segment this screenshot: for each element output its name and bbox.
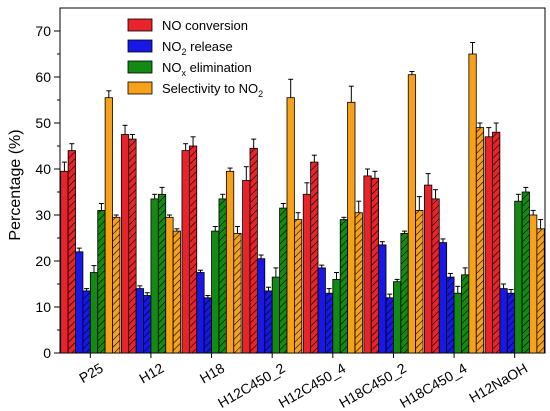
bar-hatch-overlay [68,150,76,353]
bar-0-solid [424,184,433,354]
bar-hatch-overlay [431,198,440,353]
bar-3-solid [529,214,538,354]
bar-2-solid [150,198,159,354]
bar-hatch-overlay [82,290,91,353]
bar-hatch-overlay [446,277,455,353]
bar-0-solid [120,134,130,354]
bar-2-solid [211,230,220,354]
legend-swatch [127,18,153,32]
legend-label: Selectivity to NO2 [162,81,263,99]
bar-1-solid [317,267,326,354]
x-tick-label: P25 [76,360,106,386]
bar-hatch-overlay [386,297,394,353]
x-tick-label: H18C450_4 [397,360,470,411]
y-tick-label: 0 [43,345,51,361]
bar-hatch-overlay [310,162,319,353]
bar-hatch-overlay [355,212,363,353]
x-tick-label: H18 [197,360,227,387]
y-tick-label: 60 [35,69,51,85]
bar-hatch-overlay [415,210,424,353]
bars-layer [60,42,545,354]
bar-0-solid [242,180,251,354]
plot-area [59,7,546,354]
bar-hatch-overlay [249,148,258,353]
bar-0-solid [484,136,493,354]
y-tick-label: 40 [35,161,51,177]
bar-hatch-overlay [294,219,302,353]
y-tick-label: 20 [35,253,51,269]
bar-hatch-overlay [264,290,273,353]
bar-hatch-overlay [476,127,484,353]
bar-hatch-overlay [173,231,181,353]
legend-swatch [127,81,153,95]
bar-1-solid [135,288,144,354]
y-tick-label: 70 [35,23,51,39]
bar-2-solid [514,200,523,354]
bar-hatch-overlay [128,139,137,353]
bar-2-solid [271,276,280,354]
y-tick-label: 30 [35,207,51,223]
x-tick-label: H12 [136,360,166,387]
bar-hatch-overlay [371,178,379,353]
bar-2-solid [453,292,462,354]
bar-hatch-overlay [492,132,500,353]
x-tick-label: H12NaOH [466,360,530,406]
bar-hatch-overlay [536,228,545,353]
bar-3-solid [104,97,113,354]
bar-3-solid [347,101,356,354]
y-tick-label: 10 [35,299,51,315]
bar-2-solid [332,278,341,354]
bar-hatch-overlay [143,295,151,353]
bar-hatch-overlay [279,208,287,353]
bar-hatch-overlay [158,194,166,353]
bar-hatch-overlay [204,297,212,353]
legend-label: NO conversion [162,18,248,33]
x-tick-label: H12C450_4 [276,360,349,411]
bar-0-solid [60,170,69,354]
legend-swatch [127,60,153,74]
bar-hatch-overlay [522,192,530,353]
bar-hatch-overlay [400,233,409,353]
legend-label: NOx elimination [162,60,252,78]
bar-3-solid [165,216,174,354]
y-tick-label: 50 [35,115,51,131]
bar-hatch-overlay [461,274,469,353]
legend: NO conversion NO2 release NOx elimination S… [127,18,263,99]
bar-1-solid [75,251,84,354]
legend-swatch [127,39,153,53]
y-axis-label: Percentage (%) [7,129,24,240]
bar-hatch-overlay [340,219,348,353]
bar-3-solid [225,170,235,354]
bar-1-solid [438,242,448,354]
legend-label: NO2 release [162,39,233,57]
bar-hatch-overlay [507,293,515,353]
bar-1-solid [256,258,266,354]
bar-2-solid [89,272,99,354]
x-tick-label: H18C450_2 [336,360,409,411]
bar-hatch-overlay [189,146,197,353]
x-tick-label: H12C450_2 [215,360,288,411]
bar-3-solid [407,74,417,354]
bar-hatch-overlay [233,233,242,353]
bar-hatch-overlay [325,293,333,353]
bar-2-solid [393,281,402,354]
bar-3-solid [286,97,295,354]
bar-hatch-overlay [218,198,227,353]
bar-3-solid [468,53,477,354]
bar-1-solid [378,244,387,354]
bar-1-solid [499,288,508,354]
bar-0-solid [302,193,312,354]
bar-1-solid [196,272,205,354]
bar-hatch-overlay [97,210,106,353]
bar-hatch-overlay [112,217,120,353]
bar-0-solid [181,150,190,354]
plot-frame [59,7,546,354]
bar-0-solid [363,175,372,354]
